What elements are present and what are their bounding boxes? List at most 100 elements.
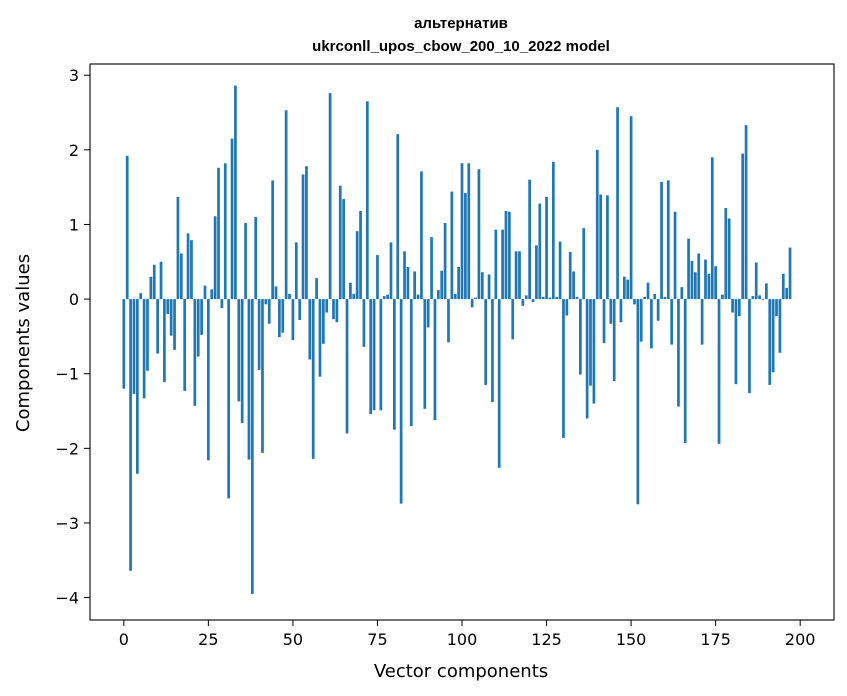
bar	[399, 299, 403, 504]
bar	[541, 296, 545, 300]
bar	[480, 272, 484, 300]
bar	[545, 196, 548, 300]
bar	[690, 261, 694, 300]
bar	[612, 299, 616, 382]
x-tick-label: 200	[785, 630, 816, 649]
bar	[379, 299, 383, 411]
y-tick-label: 3	[69, 66, 79, 85]
bar	[200, 299, 203, 335]
bar	[501, 229, 504, 300]
bar	[487, 274, 491, 300]
bar	[572, 271, 575, 300]
bar	[531, 299, 535, 303]
bar	[152, 264, 156, 300]
bar	[393, 299, 396, 430]
bar	[643, 296, 646, 300]
bar	[464, 193, 467, 300]
bar	[217, 167, 220, 300]
bar	[416, 294, 420, 300]
bar	[639, 299, 643, 342]
bar	[443, 222, 447, 300]
bar	[721, 294, 724, 300]
bar	[433, 299, 437, 420]
bar	[660, 181, 663, 300]
bar	[514, 251, 518, 300]
bar	[754, 262, 758, 300]
bar	[693, 272, 697, 300]
bar	[585, 299, 589, 419]
bar	[146, 299, 149, 371]
bar	[135, 299, 139, 474]
bar	[227, 299, 231, 499]
bar	[477, 169, 481, 300]
bar	[771, 299, 775, 373]
bar	[768, 299, 772, 385]
bar	[440, 270, 444, 300]
x-axis-ticks: 0 25 50 75 100 125 150 175 200	[119, 620, 816, 649]
bar	[240, 299, 244, 423]
bar	[436, 290, 440, 300]
bar	[589, 299, 592, 386]
bar	[328, 93, 332, 300]
bar	[125, 155, 129, 300]
bar	[707, 273, 711, 300]
bar	[491, 299, 494, 403]
x-tick-label: 0	[119, 630, 129, 649]
bar	[183, 299, 187, 391]
bar	[751, 296, 755, 300]
bar	[349, 282, 352, 300]
chart-title-line1: альтернатив	[414, 15, 508, 32]
bar	[666, 180, 670, 300]
bar	[775, 299, 778, 317]
bar	[288, 293, 291, 300]
bar	[261, 299, 264, 453]
bar	[673, 211, 677, 300]
bar	[355, 231, 359, 300]
bar	[271, 180, 274, 300]
bar	[291, 299, 295, 341]
bar	[717, 299, 721, 444]
bar	[748, 299, 751, 394]
y-tick-label: −2	[55, 439, 79, 458]
bar	[609, 299, 613, 324]
bar	[166, 299, 170, 315]
bar	[744, 125, 748, 300]
bar	[731, 299, 734, 313]
bar	[602, 299, 606, 344]
bar	[470, 299, 474, 308]
bar	[457, 267, 460, 300]
bar	[376, 255, 379, 300]
bar	[163, 299, 166, 382]
y-axis-label: Components values	[13, 254, 34, 432]
bar	[579, 299, 582, 375]
bar	[203, 285, 207, 300]
bar	[781, 273, 785, 300]
bar	[281, 299, 285, 333]
bar	[234, 85, 237, 300]
bar	[778, 299, 782, 353]
bar	[332, 299, 335, 320]
bar	[173, 299, 176, 350]
x-tick-label: 75	[367, 630, 387, 649]
bar	[278, 299, 281, 338]
bar	[622, 276, 626, 300]
bar	[758, 295, 761, 300]
bar	[765, 283, 768, 300]
bar	[369, 299, 373, 415]
bar	[741, 153, 745, 300]
bar	[207, 299, 210, 461]
bar	[267, 299, 271, 324]
bar	[220, 299, 224, 309]
bar	[338, 185, 342, 300]
bar	[568, 252, 572, 300]
bar	[305, 166, 308, 300]
bar	[315, 278, 318, 300]
bar	[244, 222, 247, 300]
bar	[710, 157, 714, 300]
bar	[139, 293, 143, 300]
bar	[122, 299, 126, 389]
bar	[342, 199, 345, 300]
bar	[683, 299, 687, 444]
bar	[788, 247, 792, 300]
